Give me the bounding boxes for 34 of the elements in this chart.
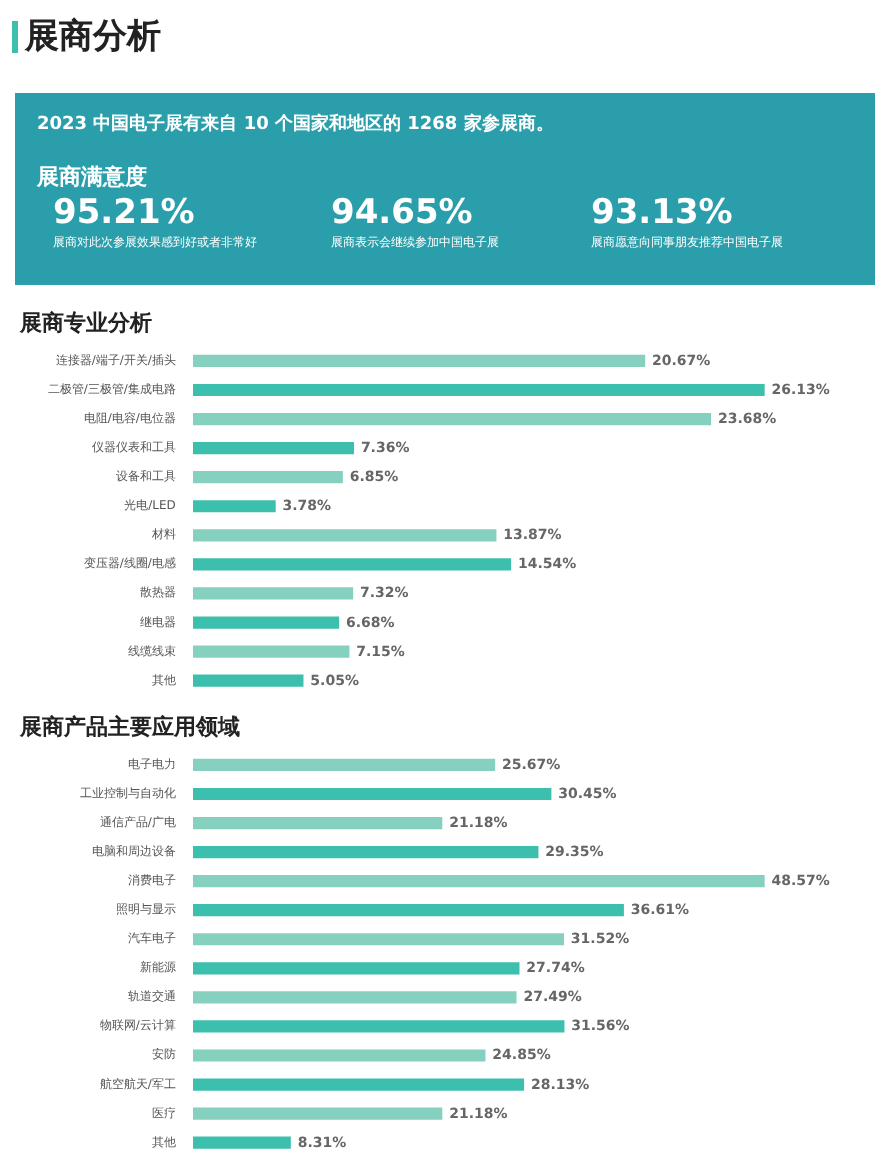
bar xyxy=(193,1136,291,1149)
text: 2023 中国电子展有来自 10 个国家和地区的 1268 家参展商。 xyxy=(37,113,554,135)
bar xyxy=(193,845,539,859)
bar xyxy=(193,816,443,830)
text: 93.13% xyxy=(591,193,733,233)
bar xyxy=(193,1107,443,1120)
bar xyxy=(193,875,765,888)
text: 94.65% xyxy=(331,193,473,233)
bar xyxy=(193,1020,565,1033)
bar xyxy=(193,1049,486,1062)
bar xyxy=(193,442,355,455)
bar xyxy=(193,500,276,513)
bar xyxy=(193,587,354,600)
chart-title: 展商产品主要应用领域 xyxy=(18,714,241,741)
bar xyxy=(193,354,646,368)
bar xyxy=(193,962,520,975)
bar xyxy=(193,616,340,629)
text: 展商分析 xyxy=(23,17,161,57)
bar xyxy=(193,1078,525,1091)
bar xyxy=(193,645,350,658)
bar xyxy=(193,383,765,397)
bar xyxy=(193,904,624,917)
bar xyxy=(193,787,552,801)
bar xyxy=(193,471,343,484)
bar xyxy=(193,558,512,571)
bar xyxy=(193,674,304,687)
bar xyxy=(193,529,497,542)
chart-title: 展商专业分析 xyxy=(18,310,153,337)
bar xyxy=(193,991,517,1004)
text: 展商满意度 xyxy=(35,164,147,190)
bar xyxy=(193,758,496,772)
bar xyxy=(193,933,564,946)
text: 95.21% xyxy=(53,193,195,233)
bar xyxy=(193,412,712,426)
